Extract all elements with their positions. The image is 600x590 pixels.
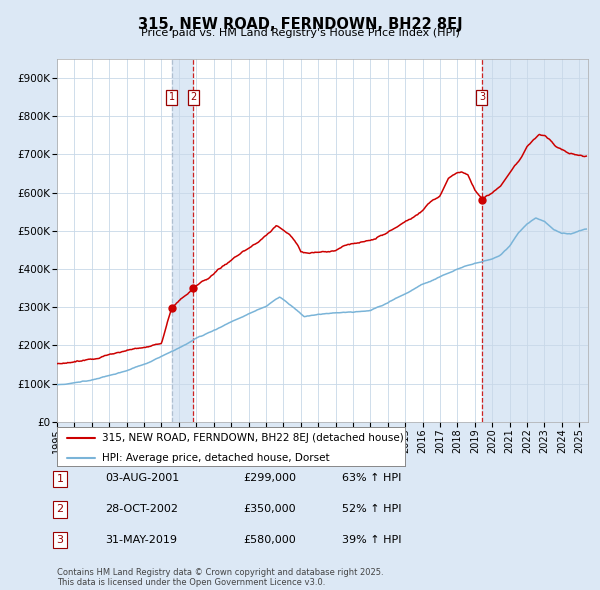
Text: 1: 1 bbox=[169, 92, 175, 102]
Text: 28-OCT-2002: 28-OCT-2002 bbox=[105, 504, 178, 514]
Text: 52% ↑ HPI: 52% ↑ HPI bbox=[342, 504, 401, 514]
Text: 63% ↑ HPI: 63% ↑ HPI bbox=[342, 473, 401, 483]
Text: 3: 3 bbox=[479, 92, 485, 102]
Text: £580,000: £580,000 bbox=[243, 535, 296, 545]
Text: 03-AUG-2001: 03-AUG-2001 bbox=[105, 473, 179, 483]
Text: £299,000: £299,000 bbox=[243, 473, 296, 483]
Text: 315, NEW ROAD, FERNDOWN, BH22 8EJ: 315, NEW ROAD, FERNDOWN, BH22 8EJ bbox=[137, 17, 463, 31]
Text: 39% ↑ HPI: 39% ↑ HPI bbox=[342, 535, 401, 545]
Text: 2: 2 bbox=[190, 92, 196, 102]
Text: 2: 2 bbox=[56, 504, 64, 514]
Text: 315, NEW ROAD, FERNDOWN, BH22 8EJ (detached house): 315, NEW ROAD, FERNDOWN, BH22 8EJ (detac… bbox=[102, 433, 404, 443]
Text: 1: 1 bbox=[56, 474, 64, 484]
Text: 3: 3 bbox=[56, 535, 64, 545]
Bar bbox=[482, 59, 600, 422]
Text: Price paid vs. HM Land Registry's House Price Index (HPI): Price paid vs. HM Land Registry's House … bbox=[140, 28, 460, 38]
Text: HPI: Average price, detached house, Dorset: HPI: Average price, detached house, Dors… bbox=[102, 453, 330, 463]
Bar bbox=[172, 59, 193, 422]
Text: £350,000: £350,000 bbox=[243, 504, 296, 514]
Text: Contains HM Land Registry data © Crown copyright and database right 2025.
This d: Contains HM Land Registry data © Crown c… bbox=[57, 568, 383, 587]
Text: 31-MAY-2019: 31-MAY-2019 bbox=[105, 535, 177, 545]
